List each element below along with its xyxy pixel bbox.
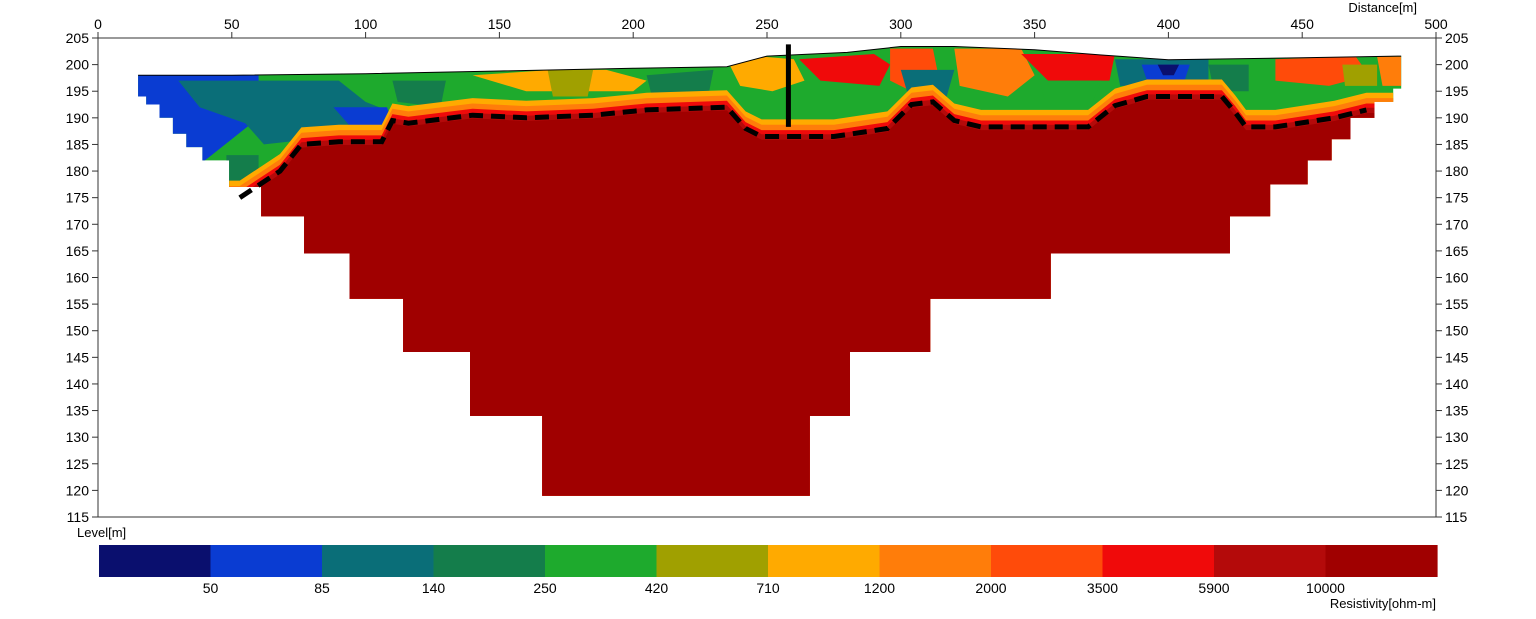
resistivity-layers	[138, 46, 1402, 496]
bedrock-interface-line	[238, 94, 1367, 200]
colorbar-tick-label: 250	[533, 580, 557, 596]
layer-patch-13	[1157, 64, 1180, 76]
layer-patch-4	[729, 56, 805, 92]
y-tick-label-right: 205	[1445, 30, 1469, 46]
y-tick-label-right: 175	[1445, 190, 1469, 206]
colorbar-swatch	[991, 545, 1104, 577]
x-tick-label: 0	[94, 16, 102, 32]
x-tick-label: 250	[755, 16, 779, 32]
layer-patch-8	[954, 48, 1035, 97]
y-tick-label-left: 120	[66, 482, 90, 498]
y-tick-label-right: 140	[1445, 376, 1469, 392]
colorbar-tick-label: 140	[422, 580, 446, 596]
colorbar-swatch	[99, 545, 212, 577]
layer-patch-5	[799, 54, 891, 86]
y-tick-label-left: 200	[66, 57, 90, 73]
x-tick-label: 350	[1023, 16, 1047, 32]
y-tick-label-left: 135	[66, 403, 90, 419]
y-tick-label-right: 135	[1445, 403, 1469, 419]
y-tick-label-left: 170	[66, 216, 90, 232]
y-tick-label-right: 180	[1445, 163, 1469, 179]
y-tick-label-left: 165	[66, 243, 90, 259]
colorbar-swatch	[768, 545, 881, 577]
y-axis-right-ticks: 115 120 125 130 135 140 145 150 155 160 165 170 175 1…	[1436, 30, 1469, 525]
x-tick-label: 150	[488, 16, 512, 32]
y-tick-label-left: 150	[66, 323, 90, 339]
colorbar-swatch	[1214, 545, 1327, 577]
x-tick-label: 50	[224, 16, 240, 32]
x-tick-label: 200	[622, 16, 646, 32]
y-tick-label-left: 190	[66, 110, 90, 126]
layer-patch-16	[1342, 64, 1378, 86]
y-tick-label-left: 160	[66, 270, 90, 286]
colorbar-swatch	[1102, 545, 1215, 577]
y-tick-label-right: 145	[1445, 349, 1469, 365]
y-tick-label-right: 170	[1445, 216, 1469, 232]
colorbar-tick-labels: 50 85 140 250 420 710 1200 2000 3500 5900 10000	[203, 580, 1345, 596]
x-tick-label: 300	[889, 16, 913, 32]
layer-patch-3	[646, 69, 714, 97]
colorbar-label: Resistivity[ohm-m]	[1330, 596, 1436, 611]
y-tick-label-left: 175	[66, 190, 90, 206]
y-tick-label-right: 190	[1445, 110, 1469, 126]
colorbar-tick-label: 10000	[1306, 580, 1345, 596]
colorbar-tick-label: 50	[203, 580, 219, 596]
x-tick-label: 450	[1291, 16, 1315, 32]
y-tick-label-left: 185	[66, 136, 90, 152]
colorbar-swatch	[210, 545, 323, 577]
y-tick-label-right: 160	[1445, 270, 1469, 286]
colorbar-swatch	[433, 545, 546, 577]
layer-left-pocket	[333, 107, 393, 129]
y-tick-label-right: 185	[1445, 136, 1469, 152]
y-tick-label-left: 155	[66, 296, 90, 312]
colorbar-tick-label: 3500	[1087, 580, 1118, 596]
colorbar-tick-label: 710	[756, 580, 780, 596]
x-tick-label: 400	[1157, 16, 1181, 32]
y-tick-label-right: 125	[1445, 456, 1469, 472]
colorbar-tick-label: 1200	[864, 580, 895, 596]
y-tick-label-right: 130	[1445, 429, 1469, 445]
x-axis-label: Distance[m]	[1348, 0, 1417, 15]
colorbar-swatch	[879, 545, 992, 577]
y-tick-label-left: 140	[66, 376, 90, 392]
y-tick-label-right: 165	[1445, 243, 1469, 259]
colorbar-swatch	[656, 545, 769, 577]
colorbar-swatch	[1325, 545, 1438, 577]
y-tick-label-left: 125	[66, 456, 90, 472]
y-tick-label-left: 195	[66, 83, 90, 99]
y-tick-label-left: 115	[67, 509, 90, 525]
colorbar-tick-label: 5900	[1198, 580, 1229, 596]
colorbar-tick-label: 85	[314, 580, 330, 596]
y-tick-label-left: 180	[66, 163, 90, 179]
y-tick-label-right: 155	[1445, 296, 1469, 312]
y-tick-label-left: 145	[66, 349, 90, 365]
colorbar-swatch	[322, 545, 435, 577]
x-tick-label: 100	[354, 16, 378, 32]
y-tick-label-left: 130	[66, 429, 90, 445]
layer-patch-9	[1021, 54, 1115, 81]
layer-patch-17	[1377, 56, 1402, 86]
topography-line	[138, 46, 1402, 76]
y-tick-label-left: 205	[66, 30, 90, 46]
layer-patch-10	[1040, 80, 1102, 113]
y-tick-label-right: 200	[1445, 57, 1469, 73]
y-axis-label: Level[m]	[77, 525, 126, 540]
y-tick-label-right: 195	[1445, 83, 1469, 99]
colorbar	[99, 545, 1438, 577]
y-axis-left-ticks: 115 120 125 130 135 140 145 150 155 160 165 170 175 1…	[66, 30, 98, 525]
layer-patch-1	[547, 69, 594, 97]
layer-patch-2	[392, 80, 446, 108]
colorbar-tick-label: 2000	[975, 580, 1006, 596]
x-axis-ticks: 0 50 100 150 200 250 300 350 400 450 500	[94, 16, 1448, 38]
y-tick-label-right: 150	[1445, 323, 1469, 339]
colorbar-swatch	[545, 545, 658, 577]
colorbar-tick-label: 420	[645, 580, 669, 596]
y-tick-label-right: 115	[1445, 509, 1468, 525]
x-tick-label: 500	[1424, 16, 1448, 32]
y-tick-label-right: 120	[1445, 482, 1469, 498]
